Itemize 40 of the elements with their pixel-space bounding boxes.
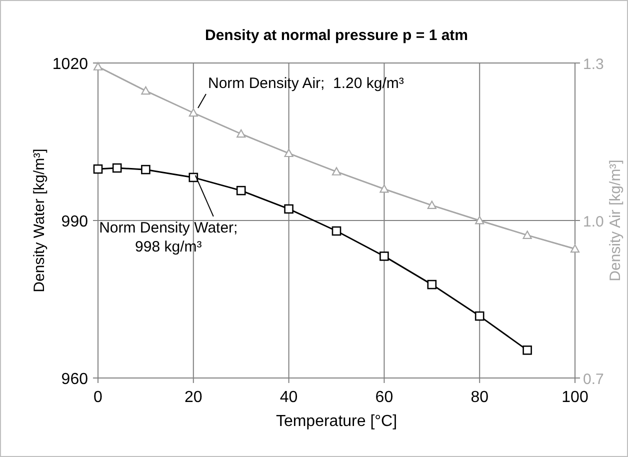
point xyxy=(112,163,122,173)
x-tick-label: 0 xyxy=(94,389,103,406)
y-axis-title: Density Water [kg/m³] xyxy=(31,148,48,292)
point xyxy=(188,108,198,117)
point xyxy=(522,346,532,355)
point xyxy=(236,186,246,196)
point xyxy=(332,167,342,176)
x-tick-label: 20 xyxy=(184,389,202,406)
point xyxy=(522,230,532,239)
annotation: Norm Density Air; 1.20 kg/m³ xyxy=(208,75,404,92)
x-tick-label: 40 xyxy=(280,389,298,406)
point xyxy=(427,200,436,210)
y2-tick-label: 1.0 xyxy=(583,214,604,230)
y-tick-label: 1020 xyxy=(52,56,88,73)
y2-axis-title: Density Air [kg/m³] xyxy=(607,160,624,282)
point xyxy=(380,252,389,261)
point xyxy=(427,280,437,290)
y-tick-label: 990 xyxy=(61,214,88,230)
point xyxy=(380,184,389,193)
chart-title: Density at normal pressure p = 1 atm xyxy=(204,27,468,44)
point xyxy=(93,62,103,70)
y2-tick-label: 1.3 xyxy=(583,56,604,73)
y2-tick-label: 0.7 xyxy=(583,371,604,388)
point xyxy=(475,216,484,224)
point xyxy=(474,311,484,321)
point xyxy=(284,204,294,214)
x-tick-label: 60 xyxy=(375,389,394,406)
x-axis-title: Temperature [°C] xyxy=(276,413,398,430)
point xyxy=(284,148,294,158)
x-tick-label: 80 xyxy=(470,389,489,406)
point xyxy=(570,244,580,253)
annotation: Norm Density Water; 998 kg/m³ xyxy=(99,219,238,256)
point xyxy=(188,172,198,182)
point xyxy=(236,129,246,138)
x-tick-label: 100 xyxy=(562,389,588,406)
point xyxy=(332,226,342,236)
point xyxy=(141,164,150,174)
point xyxy=(141,86,150,95)
point xyxy=(93,164,103,174)
y-tick-label: 960 xyxy=(61,371,88,388)
